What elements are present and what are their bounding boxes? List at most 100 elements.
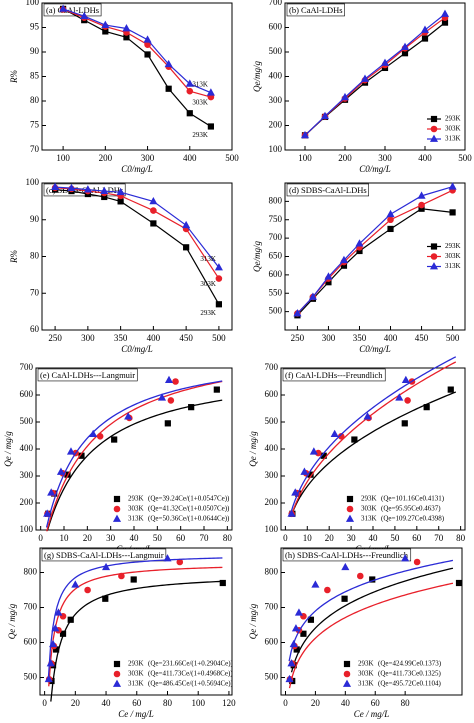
y-tick-label: 800 — [269, 195, 283, 205]
x-tick-label: 20 — [71, 698, 81, 708]
marker — [150, 220, 157, 227]
marker — [67, 616, 74, 623]
marker — [215, 275, 223, 282]
legend-fit: (Qe=101.16Ce0.4131) — [381, 495, 445, 503]
x-tick-label: 40 — [341, 698, 351, 708]
x-tick-label: 0 — [283, 698, 288, 708]
marker — [343, 660, 351, 668]
marker — [113, 660, 121, 668]
y-tick-label: 500 — [20, 416, 34, 426]
y-tick-label: 700 — [265, 362, 279, 372]
title-box — [286, 183, 369, 197]
x-tick-label: 20 — [311, 698, 321, 708]
legend-label: 313K — [445, 135, 461, 143]
marker — [43, 509, 52, 517]
series-label: 303K — [192, 99, 208, 107]
marker — [144, 51, 151, 58]
marker — [324, 586, 331, 594]
x-tick-label: 20 — [325, 533, 335, 543]
plot-frame — [39, 547, 233, 696]
marker — [183, 244, 190, 251]
series-line — [62, 8, 212, 98]
x-tick-label: 30 — [106, 533, 116, 543]
marker — [46, 659, 55, 667]
y-tick-label: 100 — [265, 524, 279, 534]
marker — [112, 514, 122, 522]
marker — [320, 111, 330, 120]
legend-label: 293K — [361, 495, 377, 503]
x-tick-label: 0 — [42, 698, 47, 708]
x-tick-label: 100 — [191, 698, 205, 708]
legend-fit: (Qe=109.27Ce0.4398) — [381, 515, 445, 523]
series-line — [296, 189, 453, 314]
marker — [430, 125, 438, 133]
x-tick-label: 10 — [303, 533, 313, 543]
y-tick-label: 80 — [30, 251, 40, 261]
x-tick-label: 400 — [147, 333, 161, 343]
panel-title: (c) SDBS-CaAl-LDHs — [46, 185, 123, 195]
marker — [206, 88, 215, 96]
series-line — [62, 8, 212, 94]
marker — [401, 554, 410, 562]
marker — [164, 59, 173, 68]
marker — [113, 495, 121, 503]
y-axis-label: Qe/mg/g — [252, 61, 262, 92]
marker — [400, 42, 410, 50]
series-label: 293K — [200, 309, 216, 317]
marker — [294, 608, 303, 616]
marker — [404, 397, 411, 404]
y-tick-label: 300 — [265, 470, 279, 480]
legend-label: 293K — [445, 115, 461, 123]
marker — [219, 579, 226, 587]
marker — [287, 659, 296, 667]
series-line — [296, 208, 453, 316]
marker — [356, 572, 364, 580]
marker — [111, 436, 118, 443]
series-line — [296, 186, 453, 314]
legend-fit: (Qe=495.72Ce0.1104) — [378, 680, 441, 688]
y-tick-label: 700 — [269, 232, 283, 242]
fit-curve — [288, 559, 454, 662]
title-box — [43, 3, 102, 17]
panel-title: (f) CaAl-LDHs---Freundlich — [285, 370, 383, 380]
marker — [300, 467, 309, 475]
y-tick-label: 600 — [20, 389, 34, 399]
y-axis-label: Qe/mg/g — [252, 241, 262, 272]
fit-curve — [290, 567, 454, 673]
x-axis-label: C0/mg/L — [359, 164, 391, 174]
plot-frame — [41, 2, 233, 151]
marker — [363, 412, 372, 420]
legend-label: 293K — [445, 242, 461, 250]
legend-label: 293K — [128, 660, 144, 668]
x-tick-label: 500 — [225, 153, 239, 163]
x-tick-label: 60 — [132, 698, 142, 708]
x-tick-label: 400 — [384, 333, 398, 343]
y-tick-label: 90 — [30, 214, 40, 224]
legend-label: 303K — [128, 505, 144, 513]
x-tick-label: 300 — [378, 153, 392, 163]
marker — [401, 375, 410, 384]
y-tick-label: 200 — [20, 497, 34, 507]
x-tick-label: 50 — [390, 533, 400, 543]
y-tick-label: 300 — [20, 470, 34, 480]
marker — [324, 272, 333, 280]
legend-fit: (Qe=41.32Ce/(1+0.0507Ce)) — [148, 505, 230, 513]
marker — [167, 397, 175, 404]
legend-label: 303K — [445, 252, 461, 260]
marker — [102, 562, 111, 571]
y-tick-label: 800 — [24, 567, 38, 577]
marker — [215, 301, 222, 308]
legend-fit: (Qe=424.99Ce0.1373) — [378, 660, 442, 668]
marker — [164, 420, 171, 427]
marker — [49, 639, 58, 648]
marker — [101, 20, 110, 28]
legend-label: 313K — [128, 680, 144, 688]
panel-title: (e) CaAl-LDHs---Langmuir — [40, 370, 135, 380]
x-tick-label: 10 — [60, 533, 70, 543]
marker — [449, 209, 456, 216]
marker — [311, 580, 320, 588]
y-axis-label: Qe / mg/g — [248, 431, 258, 467]
legend-fit: (Qe=95.95Ce0.4637) — [381, 505, 441, 513]
marker — [54, 608, 63, 616]
